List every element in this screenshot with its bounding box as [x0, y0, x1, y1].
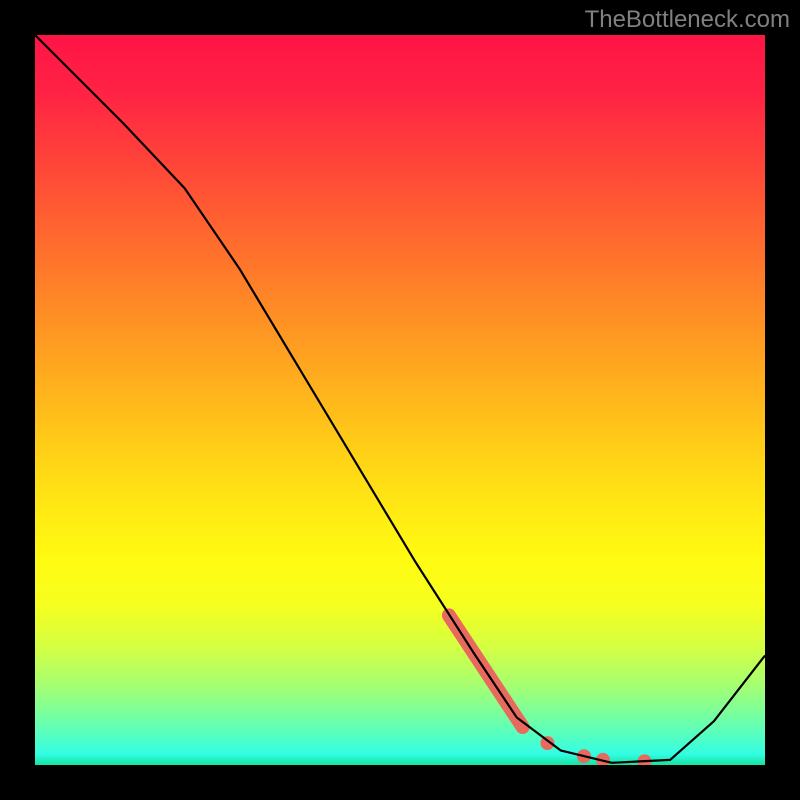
main-curve: [35, 35, 765, 763]
plot-area: [35, 35, 765, 765]
curve-overlay: [35, 35, 765, 765]
watermark-text: TheBottleneck.com: [585, 6, 790, 34]
highlight-dot: [638, 754, 652, 765]
